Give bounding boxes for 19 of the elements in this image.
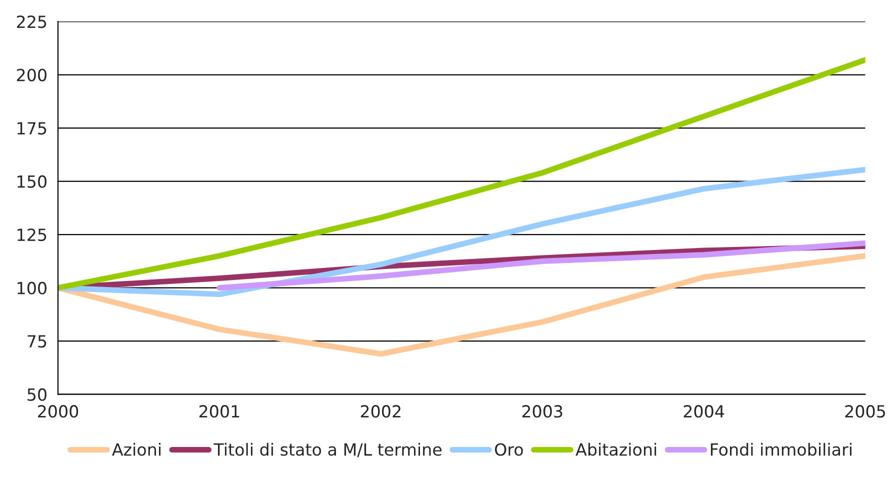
legend-label: Titoli di stato a M/L termine (214, 442, 442, 458)
y-tick-label: 125 (18, 228, 46, 242)
y-tick-label: 50 (28, 388, 46, 401)
x-tick-label: 2000 (38, 405, 78, 418)
legend-label: Fondi immobiliari (710, 442, 852, 456)
legend-label: Abitazioni (576, 442, 656, 456)
x-tick-label: 2004 (684, 405, 724, 418)
y-tick-label: 150 (18, 175, 46, 188)
legend-label: Azioni (112, 442, 160, 456)
y-tick-label: 225 (16, 15, 46, 28)
x-tick-label: 2002 (360, 405, 400, 418)
y-tick-label: 175 (18, 122, 46, 135)
y-tick-label: 100 (18, 282, 46, 294)
x-tick-label: 2003 (522, 405, 562, 418)
x-tick-label: 2001 (199, 405, 240, 418)
y-tick-label: 75 (28, 335, 46, 348)
x-tick-label: 2005 (845, 405, 885, 418)
legend-label: Oro (494, 443, 523, 456)
y-tick-label: 200 (16, 68, 46, 82)
